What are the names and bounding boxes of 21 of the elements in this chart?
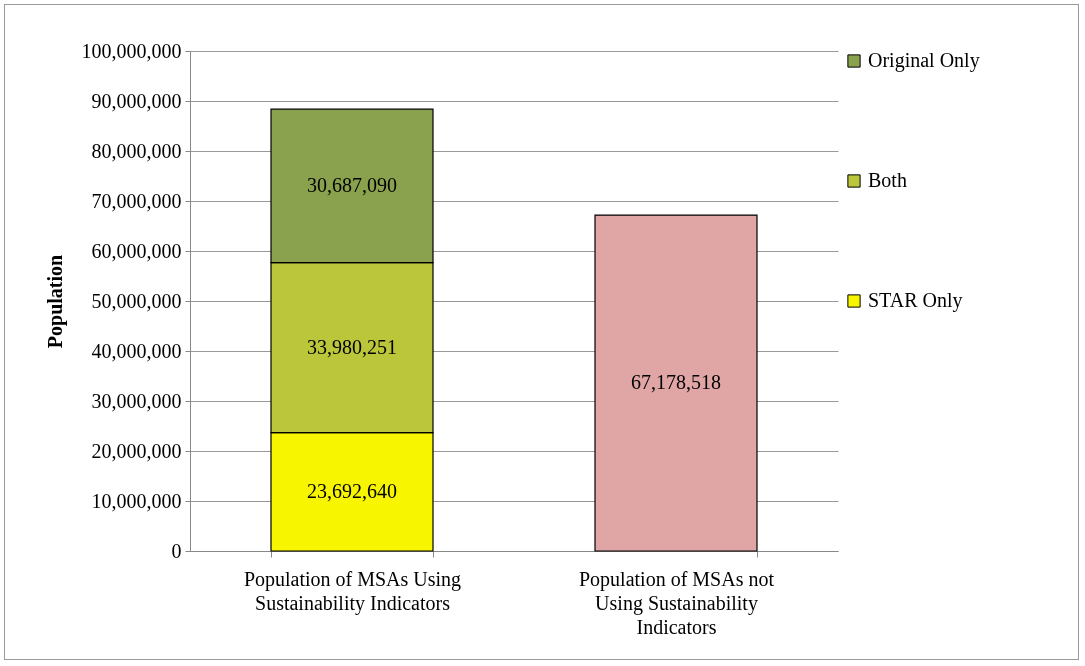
data-label: 23,692,640	[307, 479, 397, 502]
y-tick-label: 0	[171, 539, 182, 562]
y-tick-label: 40,000,000	[91, 339, 182, 362]
data-label: 33,980,251	[307, 335, 397, 358]
y-tick-label: 50,000,000	[91, 289, 182, 312]
data-label: 67,178,518	[631, 371, 721, 394]
legend-label: Original Only	[868, 49, 980, 72]
y-tick-label: 80,000,000	[91, 139, 182, 162]
y-tick-label: 20,000,000	[91, 439, 182, 462]
x-tick-label: Population of MSAs Using Sustainability Indicators	[243, 567, 462, 615]
y-axis-title: Population	[43, 254, 67, 349]
y-tick-label: 70,000,000	[91, 189, 182, 212]
data-label: 30,687,090	[307, 173, 397, 196]
legend-label: STAR Only	[868, 289, 963, 312]
legend-label: Both	[868, 169, 907, 191]
y-tick-label: 30,000,000	[91, 389, 182, 412]
y-tick-label: 10,000,000	[91, 489, 182, 512]
x-tick-label: Population of MSAs not Using Sustainability Indicators	[578, 567, 775, 638]
y-tick-label: 90,000,000	[91, 89, 182, 112]
y-tick-label: 60,000,000	[91, 239, 182, 262]
y-tick-label: 100,000,000	[81, 39, 182, 62]
